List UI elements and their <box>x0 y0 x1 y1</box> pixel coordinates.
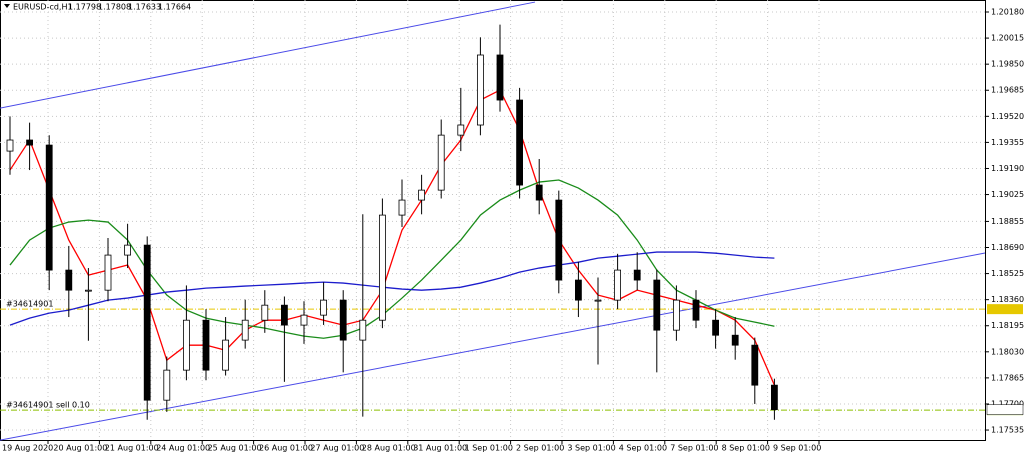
y-tick-label: 1.19850 <box>991 60 1024 69</box>
x-tick-label: 21 Aug 01:00 <box>105 444 159 453</box>
candle-body <box>496 54 504 101</box>
y-tick-label: 1.17535 <box>991 426 1024 435</box>
candle-body <box>398 199 406 216</box>
candle-body <box>633 269 641 281</box>
order-label: #34614901 sell 0.10 <box>6 401 90 410</box>
candle-body <box>65 269 73 291</box>
x-tick-label: 2 Sep 01:00 <box>516 444 564 453</box>
y-tick-label: 1.18855 <box>991 217 1024 226</box>
candle-body <box>418 189 426 201</box>
x-tick-label: 1 Sep 01:00 <box>465 444 513 453</box>
y-tick-label: 1.19025 <box>991 190 1024 199</box>
y-tick-label: 1.18525 <box>991 269 1024 278</box>
x-tick-label: 4 Sep 01:00 <box>619 444 667 453</box>
y-tick-label: 1.20180 <box>991 8 1024 17</box>
candle-body <box>45 144 53 271</box>
candle-body <box>594 299 602 302</box>
current-price-tag <box>986 404 1024 415</box>
candle-body <box>457 124 465 136</box>
candle-body <box>124 244 131 256</box>
candle-body <box>673 299 680 331</box>
x-tick-label: 26 Aug 01:00 <box>259 444 313 453</box>
candle-body <box>614 269 621 301</box>
candle-body <box>85 289 92 292</box>
x-tick-label: 24 Aug 01:00 <box>156 444 210 453</box>
trendline <box>0 252 986 441</box>
candle-body <box>771 384 778 411</box>
candle-body <box>163 369 171 401</box>
candle-body <box>712 319 719 336</box>
candle-body <box>222 339 230 371</box>
trendline <box>0 1 536 109</box>
menu-arrow[interactable] <box>4 4 10 8</box>
candle-body <box>692 299 700 321</box>
y-tick-label: 1.17700 <box>991 399 1024 408</box>
y-tick-label: 1.18690 <box>991 243 1024 252</box>
candle-body <box>182 319 190 371</box>
y-tick-label: 1.18195 <box>991 321 1024 330</box>
x-tick-label: 3 Sep 01:00 <box>567 444 615 453</box>
candle-body <box>26 139 34 146</box>
x-tick-label: 7 Sep 01:00 <box>670 444 718 453</box>
y-tick-label: 1.18030 <box>991 347 1024 356</box>
candle-body <box>280 304 288 326</box>
plot-frame <box>0 0 986 441</box>
y-tick-label: 1.19190 <box>991 164 1024 173</box>
candle-body <box>378 214 386 321</box>
ohlc-value: 1.17664 <box>158 3 191 12</box>
candle-body <box>202 319 210 371</box>
candle-body <box>476 54 484 126</box>
y-tick-label: 1.19520 <box>991 112 1024 121</box>
candle-body <box>575 279 582 301</box>
ohlc-value: 1.17808 <box>98 3 131 12</box>
x-tick-label: 9 Sep 01:00 <box>773 444 821 453</box>
x-tick-label: 20 Aug 01:00 <box>53 444 107 453</box>
x-tick-label: 31 Aug 01:00 <box>413 444 467 453</box>
x-tick-label: 27 Aug 01:00 <box>310 444 364 453</box>
y-tick-label: 1.18360 <box>991 295 1024 304</box>
x-tick-label: 8 Sep 01:00 <box>722 444 770 453</box>
candle-body <box>300 314 308 326</box>
candle-body <box>516 99 523 186</box>
candle-body <box>359 319 367 341</box>
candle-body <box>320 299 328 316</box>
candle-body <box>731 334 739 346</box>
x-tick-label: 25 Aug 01:00 <box>208 444 262 453</box>
ohlc-value: 1.17798 <box>68 3 101 12</box>
moving-average <box>9 89 775 386</box>
y-tick-label: 1.17865 <box>991 373 1024 382</box>
candle-body <box>6 139 14 152</box>
y-tick-label: 1.19355 <box>991 138 1024 147</box>
y-tick-label: 1.20015 <box>991 34 1024 43</box>
moving-average <box>9 179 775 339</box>
moving-average <box>9 251 775 326</box>
candle-body <box>437 134 445 191</box>
candle-body <box>143 244 151 401</box>
candle-body <box>241 319 249 341</box>
candle-body <box>104 254 112 291</box>
y-tick-label: 1.19685 <box>991 86 1024 95</box>
candle-body <box>555 199 563 281</box>
ohlc-value: 1.17633 <box>128 3 161 12</box>
candle-body <box>751 344 759 386</box>
order-label: #34614901 <box>6 300 53 309</box>
x-tick-label: 28 Aug 01:00 <box>362 444 416 453</box>
candle-body <box>339 299 347 341</box>
price-tag <box>987 304 1023 315</box>
candle-body <box>653 279 661 331</box>
candle-body <box>261 304 269 321</box>
symbol: EURUSD-cd,H1 <box>13 3 73 12</box>
candle-body <box>535 184 543 201</box>
x-tick-label: 19 Aug 2020 <box>2 444 53 453</box>
